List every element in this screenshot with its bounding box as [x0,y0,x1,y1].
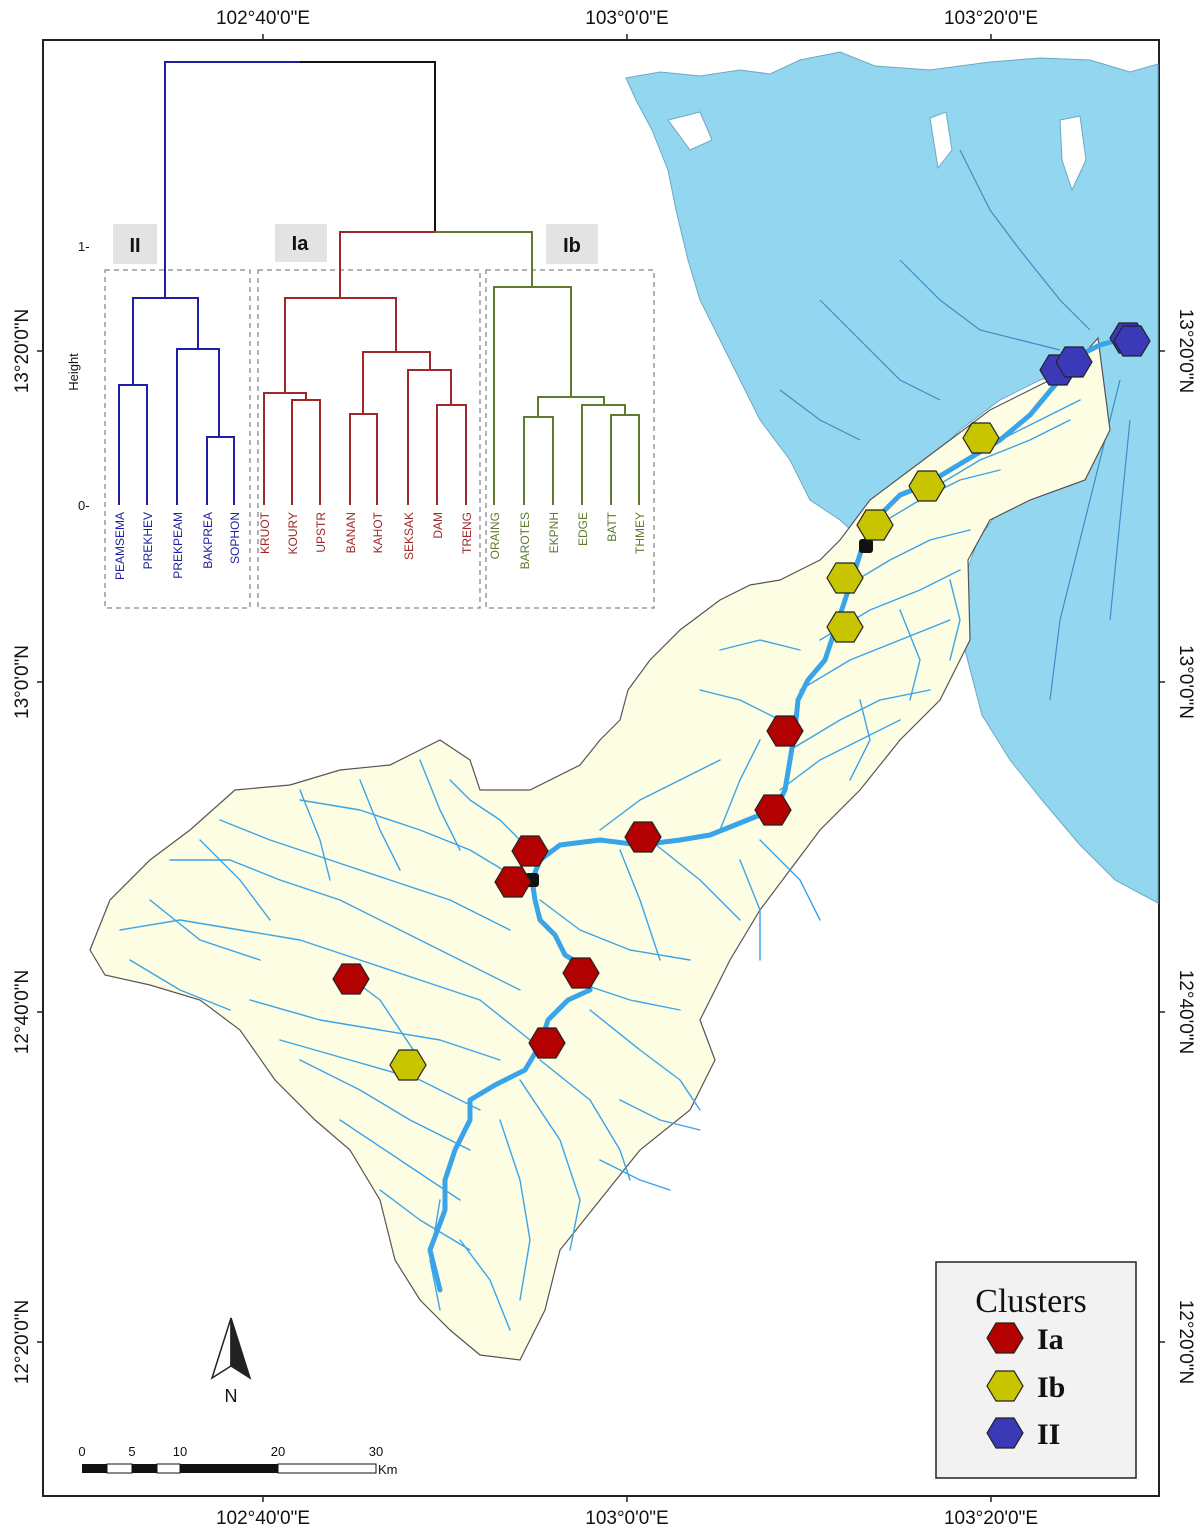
group-tag-bg [113,224,157,264]
legend-label-Ia: Ia [1037,1323,1064,1356]
site-cluster-II [1055,346,1093,378]
dendrogram-branches-Ib [435,231,640,505]
site-cluster-Ib [826,611,864,643]
group-box-Ib [485,269,655,609]
cluster-legend: Clusters Ia Ib II [935,1261,1137,1479]
top-longitude-label: 102°40'0"E [216,8,310,29]
dendrogram-branches-Ia [263,231,467,505]
leaf-label: BAROTES [518,512,532,569]
scale-bar: 0 5 10 20 30 Km [78,1444,397,1477]
main-river [427,335,1128,1293]
right-latitude-label: 12°40'0"N [1175,970,1196,1055]
site-cluster-Ia [766,715,804,747]
legend-swatch-Ia [986,1322,1024,1354]
leaf-label: UPSTR [314,512,328,553]
right-latitude-label: 13°0'0"N [1175,645,1196,719]
group-box-Ia [257,269,481,609]
leaf-label: PREKPEAM [171,512,185,579]
left-latitude-label: 12°20'0"N [12,1300,33,1385]
dendrogram-leaves-II: PEAMSEMA PREKHEV PREKPEAM BAKPREA SOPHON [113,512,242,580]
leaf-label: DAM [431,512,445,539]
legend-swatch-II [986,1417,1024,1449]
site-cluster-Ia [562,957,600,989]
top-longitude-label: 103°20'0"E [944,8,1038,29]
leaf-label: PEAMSEMA [113,512,127,580]
lake-island [1059,115,1087,192]
leaf-label: SOPHON [228,512,242,564]
bottom-longitude-label: 102°40'0"E [216,1508,310,1529]
site-cluster-Ib [908,470,946,502]
dendrogram-leaves-Ib: ORAING BAROTES EKPNH EDGE BATT THMEY [488,511,647,569]
leaf-label: EKPNH [547,512,561,553]
site-cluster-Ib [962,422,1000,454]
dendrogram-root-link [164,61,300,298]
site-cluster-Ia [754,794,792,826]
leaf-label: KRUOT [258,511,272,554]
top-longitude-label: 103°0'0"E [585,8,668,29]
dendrogram-y-tick: 1- [78,239,90,254]
dendrogram-leaves-Ia: KRUOT KOURY UPSTR BANAN KAHOT SEKSAK DAM… [258,511,474,560]
leaf-label: SEKSAK [402,512,416,560]
group-tag-Ib: Ib [563,235,581,257]
bottom-longitude-label: 103°0'0"E [585,1508,668,1529]
site-cluster-Ia [332,963,370,995]
site-cluster-Ia [624,821,662,853]
scale-unit-label: Km [378,1462,398,1477]
right-latitude-label: 12°20'0"N [1175,1300,1196,1385]
leaf-label: ORAING [488,512,502,559]
leaf-label: PREKHEV [141,512,155,569]
group-tag-bg [275,224,327,262]
sampling-sites [332,322,1151,1081]
north-arrow: N [210,1317,252,1406]
bottom-longitude-label: 103°20'0"E [944,1508,1038,1529]
legend-box [935,1261,1137,1479]
leaf-label: BAKPREA [201,512,215,569]
group-tag-Ia: Ia [292,233,310,255]
site-cluster-Ia [494,866,532,898]
leaf-label: THMEY [633,512,647,554]
leaf-label: KAHOT [371,511,385,553]
lake-island [667,111,713,151]
site-cluster-Ib [389,1049,427,1081]
leaf-label: BATT [605,511,619,541]
group-box-II [104,269,251,609]
watershed-basin [89,336,1111,1361]
site-cluster-Ia [528,1027,566,1059]
leaf-label: BANAN [344,512,358,553]
left-latitude-label: 13°0'0"N [12,645,33,719]
group-tag-bg [546,224,598,264]
site-cluster-II [1113,325,1151,357]
legend-label-II: II [1037,1418,1060,1451]
scale-tick-label: 10 [173,1444,187,1459]
site-cluster-Ib [856,509,894,541]
scale-tick-label: 0 [78,1444,85,1459]
site-cluster-Ia [511,835,549,867]
dendrogram-y-axis-label: Height [66,353,81,391]
scale-tick-label: 30 [369,1444,383,1459]
dendrogram-root-link [300,61,436,232]
north-arrow-icon [230,1317,252,1380]
lake-island [929,111,953,170]
group-tag-II: II [129,235,140,257]
scale-tick-label: 5 [128,1444,135,1459]
site-cluster-Ib [826,562,864,594]
legend-title: Clusters [975,1283,1086,1320]
leaf-label: TRENG [460,512,474,554]
left-latitude-label: 12°40'0"N [12,970,33,1055]
legend-label-Ib: Ib [1037,1371,1065,1404]
north-label: N [225,1386,238,1406]
dendrogram-branches-II [118,297,235,505]
dendrogram-inset: Height 1- 0- II Ia Ib [66,61,655,609]
dendrogram-y-tick: 0- [78,498,90,513]
scale-tick-label: 20 [271,1444,285,1459]
left-latitude-label: 13°20'0"N [12,309,33,394]
leaf-label: EDGE [576,512,590,546]
coordinate-ticks [37,34,1165,1502]
right-latitude-label: 13°20'0"N [1175,309,1196,394]
leaf-label: KOURY [286,512,300,554]
legend-swatch-Ib [986,1370,1024,1402]
